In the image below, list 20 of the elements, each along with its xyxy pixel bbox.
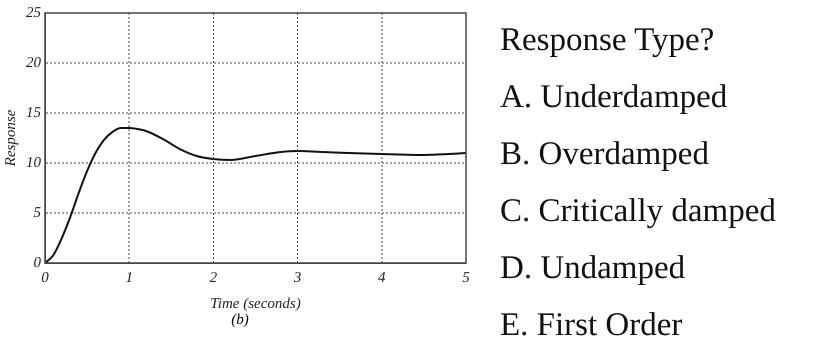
text: B. Overdamped bbox=[500, 135, 710, 174]
text: Response Type? bbox=[500, 21, 716, 60]
x-tick-label: 3 bbox=[292, 270, 302, 286]
x-axis-title: Time (seconds) bbox=[210, 296, 301, 312]
x-tick-label: 1 bbox=[125, 270, 133, 286]
y-tick-label: 25 bbox=[26, 4, 42, 21]
x-tick-label: 2 bbox=[210, 270, 218, 286]
y-axis-title: Response bbox=[2, 109, 19, 168]
text: C. Critically damped bbox=[500, 192, 777, 231]
y-tick-label: 20 bbox=[26, 54, 42, 71]
x-tick-label: 4 bbox=[378, 270, 386, 286]
text: (b) bbox=[230, 312, 250, 329]
y-tick-label: 10 bbox=[26, 154, 42, 171]
y-tick-label: 5 bbox=[34, 204, 42, 221]
text: A. Underdamped bbox=[500, 78, 728, 117]
text: E. First Order bbox=[500, 306, 684, 345]
text: D. Undamped bbox=[500, 249, 686, 288]
y-tick-label: 15 bbox=[26, 104, 42, 121]
x-tick-label: 5 bbox=[462, 270, 470, 286]
y-tick-label: 0 bbox=[34, 254, 42, 271]
